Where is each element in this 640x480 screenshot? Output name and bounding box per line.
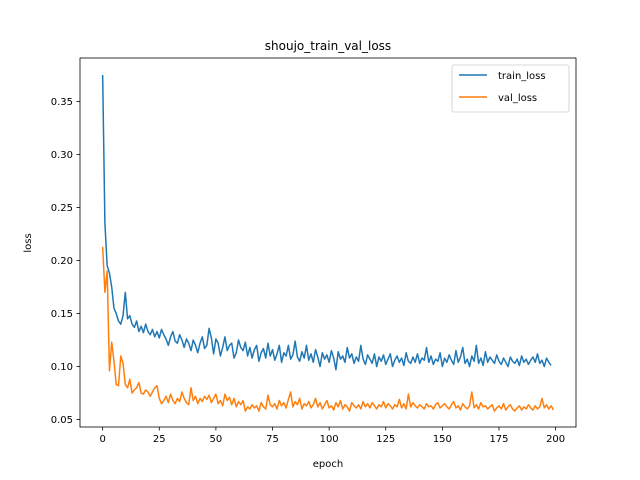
x-tick-label: 75 (266, 434, 279, 445)
legend-label-val-loss: val_loss (498, 93, 537, 104)
y-axis-ticks: 0.05 0.10 0.15 0.20 0.25 0.30 0.35 (51, 97, 80, 426)
y-tick-label: 0.15 (51, 309, 73, 320)
y-tick-label: 0.35 (51, 97, 73, 108)
legend-label-train-loss: train_loss (498, 71, 546, 82)
plot-area-frame (79, 57, 577, 428)
y-tick-label: 0.05 (51, 415, 73, 426)
x-tick-label: 100 (320, 434, 339, 445)
series-line-val-loss (101, 246, 555, 412)
x-tick-label: 125 (376, 434, 395, 445)
y-tick-label: 0.30 (51, 150, 73, 161)
y-tick-label: 0.25 (51, 203, 73, 214)
series-layer (101, 74, 555, 412)
x-axis-ticks: 0 25 50 75 100 125 150 175 200 (99, 427, 565, 445)
x-tick-label: 150 (433, 434, 452, 445)
x-tick-label: 200 (546, 434, 565, 445)
chart-title: shoujo_train_val_loss (265, 39, 391, 53)
y-tick-label: 0.20 (51, 256, 73, 267)
y-axis-label: loss (23, 233, 34, 252)
y-tick-label: 0.10 (51, 362, 73, 373)
x-tick-label: 175 (489, 434, 508, 445)
series-line-train-loss (101, 74, 552, 371)
legend: train_loss val_loss (451, 64, 570, 113)
x-tick-label: 50 (210, 434, 223, 445)
x-axis-label: epoch (313, 459, 343, 470)
legend-box (451, 64, 570, 113)
x-tick-label: 25 (153, 434, 166, 445)
x-tick-label: 0 (99, 434, 105, 445)
